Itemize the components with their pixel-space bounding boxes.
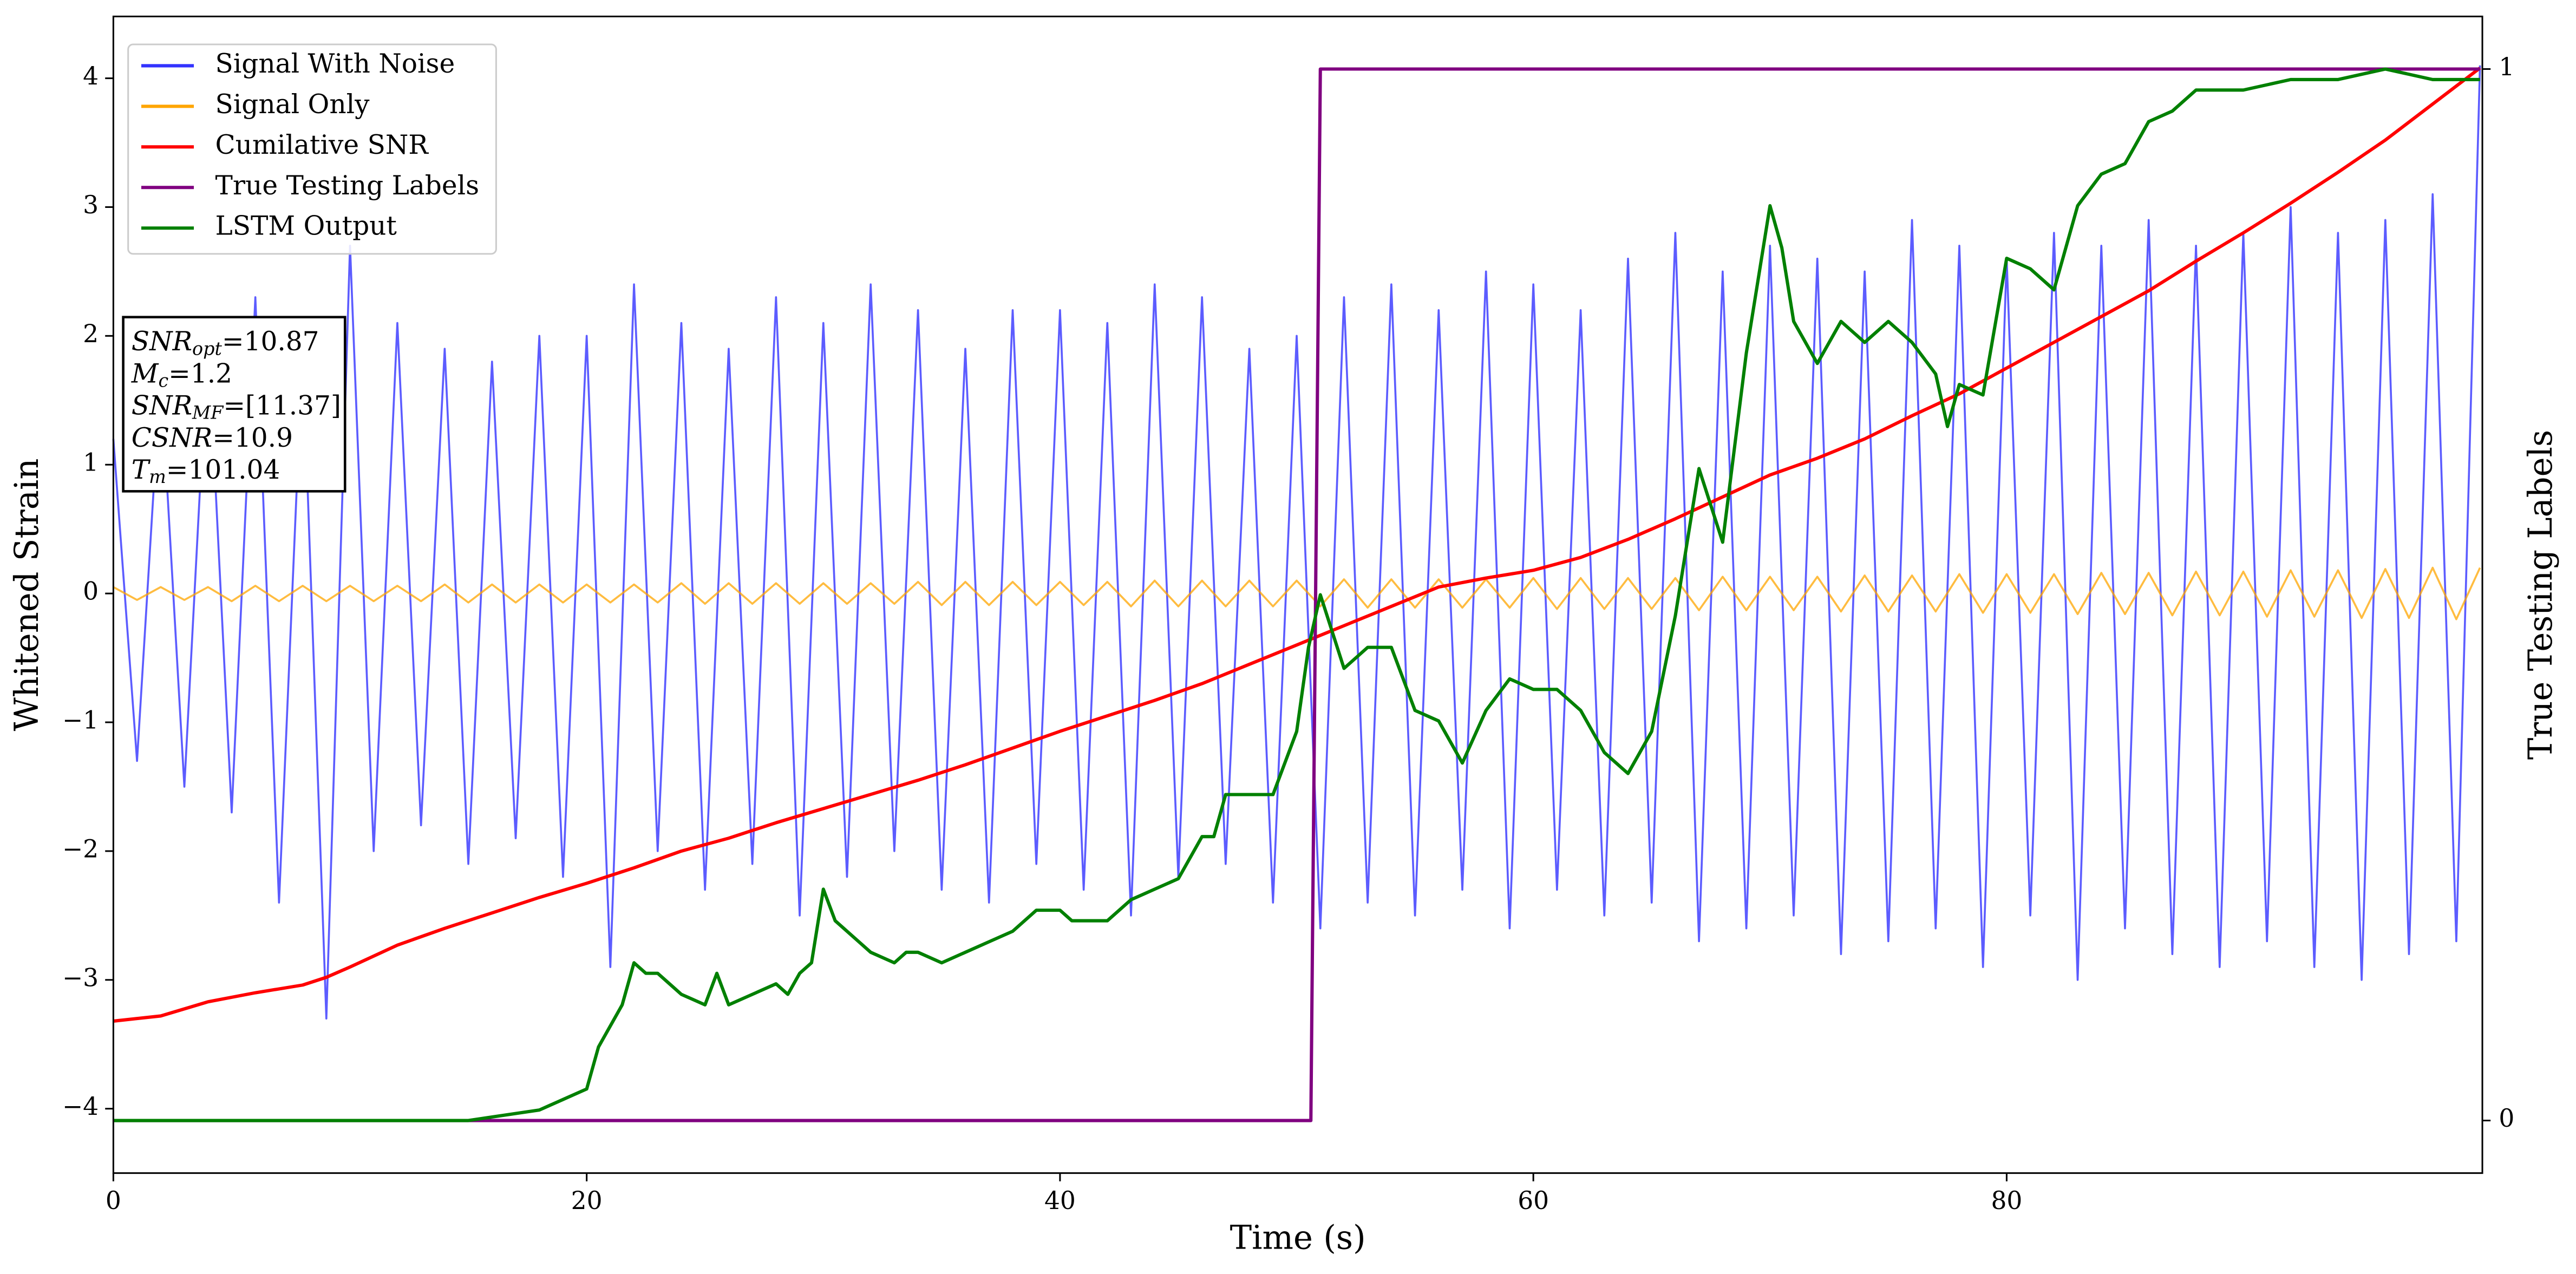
annotation-symbol: SNR [132, 326, 192, 357]
y-tick-label: 3 [83, 191, 99, 219]
y-tick-label: 1 [83, 448, 99, 477]
data-line [113, 67, 2481, 1023]
y-tick-label: −4 [62, 1092, 99, 1121]
annotation-line: SNRopt=10.87 [132, 326, 319, 360]
legend-label: Signal Only [215, 89, 370, 120]
data-line [113, 67, 2480, 1122]
legend-label: LSTM Output [215, 211, 397, 241]
y-tick-label: 4 [83, 62, 99, 90]
annotation-line: SNRMF=[11.37] [132, 390, 341, 423]
x-tick-label: 60 [1518, 1186, 1549, 1215]
y-tick-label: 0 [83, 577, 99, 606]
data-line [113, 67, 2480, 1122]
y-tick-label: 2 [83, 319, 99, 348]
y-tick-label: −2 [62, 834, 99, 863]
plot-frame [112, 15, 2483, 1174]
x-tick-label: 0 [106, 1186, 121, 1215]
annotation-text: =10.87 [222, 326, 319, 357]
annotation-text: =[11.37] [223, 390, 341, 421]
annotation-line: CSNR=10.9 [132, 422, 293, 453]
annotation-symbol: M [131, 358, 159, 389]
legend-box [127, 43, 497, 255]
legend-label: Signal With Noise [215, 49, 455, 79]
annotation-text: =10.9 [212, 422, 293, 453]
annotation-subscript: MF [192, 402, 224, 423]
annotation-symbol: T [132, 454, 151, 485]
annotation-box [122, 316, 346, 493]
annotation-line: Tm=101.04 [132, 454, 280, 487]
y-tick-label: −1 [62, 706, 99, 735]
annotation-text: =1.2 [168, 358, 232, 389]
data-line [112, 65, 2481, 1020]
x-tick-label: 20 [571, 1186, 603, 1215]
annotation-line: Mc=1.2 [131, 358, 232, 391]
y2-tick-label: 1 [2499, 53, 2514, 81]
y-tick-label: −3 [62, 963, 99, 992]
x-axis-label: Time (s) [1230, 1219, 1366, 1257]
legend-label: Cumilative SNR [215, 130, 429, 160]
x-tick-label: 40 [1044, 1186, 1076, 1215]
annotation-subscript: m [149, 466, 166, 487]
y2-axis-label: True Testing Labels [2522, 430, 2560, 760]
y-axis-label: Whitened Strain [8, 459, 46, 731]
legend-label: True Testing Labels [215, 171, 480, 201]
annotation-symbol: SNR [132, 390, 192, 421]
annotation-text: =101.04 [166, 454, 280, 485]
data-line [113, 566, 2481, 620]
annotation-subscript: opt [192, 338, 222, 359]
x-tick-label: 80 [1991, 1186, 2022, 1215]
y2-tick-label: 0 [2499, 1104, 2514, 1133]
annotation-subscript: c [158, 370, 168, 391]
annotation-symbol: CSNR [132, 422, 212, 453]
